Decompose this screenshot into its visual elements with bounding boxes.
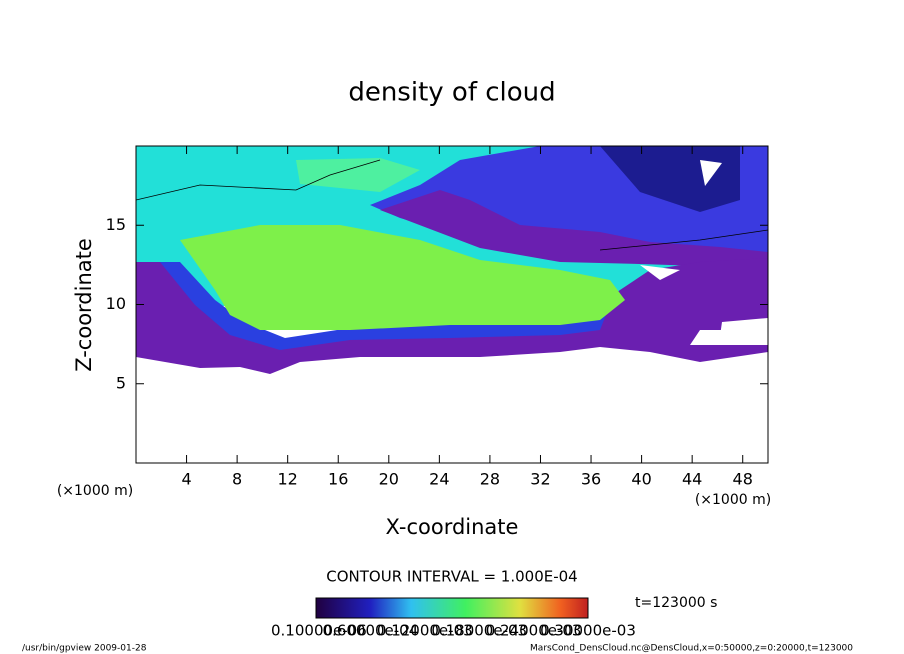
- colorbar-label: 0.10000e-06: [271, 622, 367, 640]
- colorbar: [315, 597, 589, 619]
- colorbar-label: 0.30000e-03: [540, 622, 636, 640]
- field: [136, 146, 768, 374]
- x-tick-label: 28: [480, 470, 500, 489]
- contour-interval: CONTOUR INTERVAL = 1.000E-04: [326, 568, 577, 586]
- x-tick-label: 8: [232, 470, 242, 489]
- colorbar-label: 0.24000e-03: [486, 622, 582, 640]
- footer-left: /usr/bin/gpview 2009-01-28: [22, 644, 147, 654]
- x-tick-label: 20: [379, 470, 399, 489]
- x-tick-label: 32: [530, 470, 550, 489]
- y-axis-label: Z-coordinate: [72, 238, 96, 372]
- y-tick-label: 15: [106, 215, 126, 234]
- x-axis-label: X-coordinate: [386, 515, 519, 539]
- y-unit: (×1000 m): [57, 483, 133, 499]
- x-tick-label: 40: [631, 470, 651, 489]
- x-tick-label: 24: [429, 470, 449, 489]
- chart-title: density of cloud: [348, 78, 555, 108]
- y-tick-label: 10: [106, 294, 126, 313]
- y-tick-label: 5: [116, 373, 126, 392]
- x-tick-label: 16: [328, 470, 348, 489]
- x-tick-label: 48: [733, 470, 753, 489]
- colorbar-label: 0.60000e-04: [323, 622, 419, 640]
- x-tick-label: 44: [682, 470, 702, 489]
- colorbar-label: 0.12000e-03: [377, 622, 473, 640]
- colorbar-label: 0.18000e-03: [431, 622, 527, 640]
- x-tick-label: 12: [278, 470, 298, 489]
- x-tick-label: 36: [581, 470, 601, 489]
- x-tick-label: 4: [181, 470, 191, 489]
- footer-right: MarsCond_DensCloud.nc@DensCloud,x=0:5000…: [530, 644, 853, 654]
- time-label: t=123000 s: [635, 595, 717, 611]
- x-unit: (×1000 m): [695, 492, 771, 508]
